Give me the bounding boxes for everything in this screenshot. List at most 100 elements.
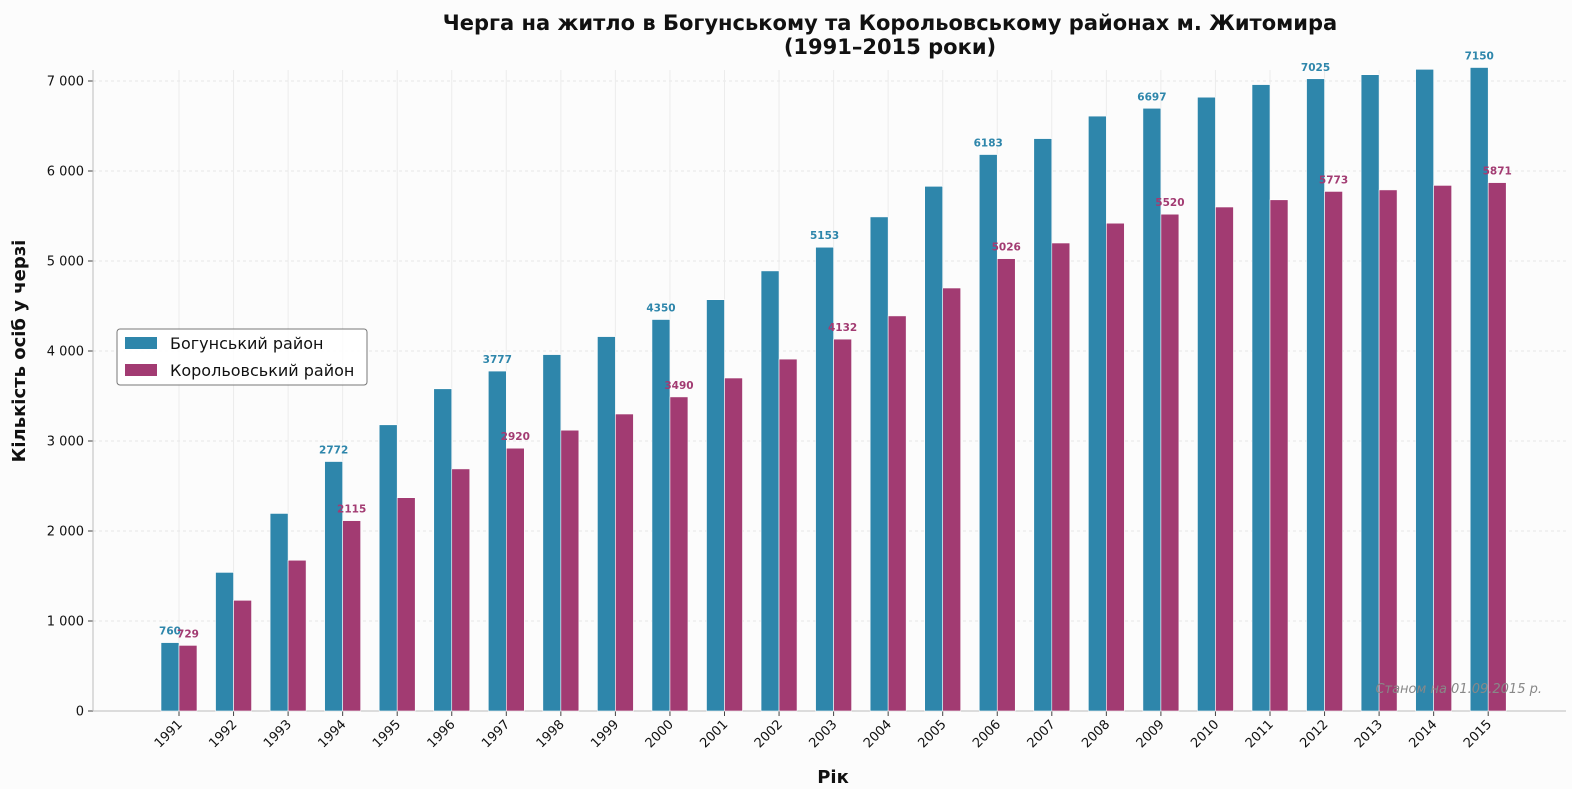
bar-bohunskyi-1993 bbox=[269, 513, 289, 712]
y-tick-label: 2 000 bbox=[47, 525, 84, 540]
bar-korolovskyi-2004 bbox=[887, 315, 907, 712]
value-label-korolovskyi-1997: 2920 bbox=[501, 431, 530, 443]
bar-bohunskyi-2010 bbox=[1197, 96, 1216, 712]
bar-bohunskyi-1996 bbox=[433, 388, 453, 712]
x-tick-label: 2009 bbox=[1134, 717, 1168, 751]
x-tick-label: 2006 bbox=[970, 717, 1004, 751]
bar-bohunskyi-2004 bbox=[869, 216, 889, 712]
value-label-korolovskyi-2009: 5520 bbox=[1155, 197, 1184, 209]
x-tick-label: 1999 bbox=[588, 717, 622, 751]
bar-bohunskyi-2007 bbox=[1033, 138, 1053, 712]
bar-bohunskyi-2001 bbox=[706, 299, 725, 712]
bar-korolovskyi-2002 bbox=[778, 358, 798, 712]
x-tick-label: 1994 bbox=[315, 717, 349, 751]
x-tick-label: 2013 bbox=[1352, 717, 1386, 751]
x-tick-label: 1995 bbox=[370, 717, 404, 751]
x-tick-label: 1991 bbox=[152, 717, 186, 751]
y-tick-label: 3 000 bbox=[47, 435, 84, 450]
legend-swatch-bohunskyi bbox=[125, 337, 157, 349]
value-label-korolovskyi-2006: 5026 bbox=[992, 242, 1021, 254]
bar-bohunskyi-2015 bbox=[1469, 67, 1489, 712]
legend-swatch-korolovskyi bbox=[125, 364, 157, 376]
value-label-korolovskyi-2012: 5773 bbox=[1319, 174, 1348, 186]
bar-korolovskyi-2013 bbox=[1378, 189, 1398, 712]
x-tick-label: 2011 bbox=[1243, 717, 1277, 751]
bar-korolovskyi-1994 bbox=[342, 520, 361, 712]
value-label-korolovskyi-2015: 5871 bbox=[1483, 166, 1512, 178]
value-label-bohunskyi-2003: 5153 bbox=[810, 230, 839, 242]
x-tick-label: 2001 bbox=[697, 717, 731, 751]
y-tick-labels: 0 1 000 2 000 3 000 4 000 5 000 6 000 7 000 bbox=[47, 75, 84, 720]
value-label-bohunskyi-1991: 760 bbox=[159, 626, 181, 638]
bar-korolovskyi-1993 bbox=[287, 559, 307, 712]
bar-korolovskyi-2006 bbox=[996, 258, 1016, 712]
bar-korolovskyi-2008 bbox=[1106, 222, 1125, 712]
x-tick-label: 1996 bbox=[425, 717, 459, 751]
bar-korolovskyi-2011 bbox=[1269, 199, 1289, 712]
legend-frame bbox=[116, 328, 368, 386]
bar-bohunskyi-2005 bbox=[924, 186, 944, 712]
x-tick-label: 2010 bbox=[1188, 717, 1222, 751]
x-tick-label: 2014 bbox=[1406, 717, 1440, 751]
bar-bohunskyi-2002 bbox=[760, 270, 780, 712]
bar-korolovskyi-2010 bbox=[1215, 206, 1234, 712]
bar-bohunskyi-2003 bbox=[815, 246, 834, 712]
x-tick-label: 1993 bbox=[261, 717, 295, 751]
x-tick-label: 2005 bbox=[916, 717, 950, 751]
x-tick-label: 1992 bbox=[206, 717, 240, 751]
bar-korolovskyi-2005 bbox=[942, 287, 962, 712]
bar-bohunskyi-1992 bbox=[215, 572, 234, 712]
y-axis-label: Кількість осіб у черзі bbox=[9, 240, 30, 463]
bar-bohunskyi-1991 bbox=[160, 642, 180, 712]
value-label-bohunskyi-2012: 7025 bbox=[1301, 62, 1330, 74]
bar-bohunskyi-2000 bbox=[651, 319, 671, 712]
bar-bohunskyi-2011 bbox=[1251, 84, 1271, 712]
x-tick-label: 1997 bbox=[479, 717, 513, 751]
value-label-korolovskyi-2000: 3490 bbox=[664, 380, 693, 392]
value-label-bohunskyi-2000: 4350 bbox=[646, 303, 675, 315]
bar-bohunskyi-2013 bbox=[1360, 74, 1380, 712]
value-label-bohunskyi-2009: 6697 bbox=[1137, 91, 1166, 103]
y-tick-label: 7 000 bbox=[47, 75, 84, 90]
bar-bohunskyi-2014 bbox=[1415, 69, 1434, 712]
legend: Богунський район Корольовський район bbox=[116, 328, 368, 386]
bar-korolovskyi-2003 bbox=[833, 338, 852, 712]
bar-korolovskyi-2015 bbox=[1487, 182, 1507, 712]
bar-korolovskyi-1998 bbox=[560, 429, 580, 712]
value-label-korolovskyi-1991: 729 bbox=[177, 628, 199, 640]
y-tick-label: 0 bbox=[76, 705, 84, 720]
bar-korolovskyi-2007 bbox=[1051, 242, 1071, 712]
bar-korolovskyi-1991 bbox=[178, 645, 198, 712]
bar-korolovskyi-1997 bbox=[505, 447, 525, 712]
bar-korolovskyi-2012 bbox=[1324, 191, 1343, 712]
x-tick-label: 2000 bbox=[643, 717, 677, 751]
x-axis-label: Рік bbox=[817, 767, 849, 788]
value-label-korolovskyi-2003: 4132 bbox=[828, 322, 857, 334]
value-label-bohunskyi-2015: 7150 bbox=[1465, 51, 1494, 63]
x-tick-label: 1998 bbox=[534, 717, 568, 751]
x-tick-label: 2007 bbox=[1025, 717, 1059, 751]
y-tick-label: 5 000 bbox=[47, 255, 84, 270]
chart-title-line-1: Черга на житло в Богунському та Корольов… bbox=[443, 11, 1337, 35]
x-tick-label: 2002 bbox=[752, 717, 786, 751]
bar-korolovskyi-2001 bbox=[724, 377, 743, 712]
legend-label-bohunskyi: Богунський район bbox=[170, 334, 323, 353]
chart-title-line-2: (1991–2015 роки) bbox=[784, 35, 996, 59]
value-label-bohunskyi-1994: 2772 bbox=[319, 445, 348, 457]
legend-label-korolovskyi: Корольовський район bbox=[170, 361, 354, 380]
bar-korolovskyi-2000 bbox=[669, 396, 689, 712]
bar-bohunskyi-1994 bbox=[324, 461, 343, 712]
value-label-bohunskyi-2006: 6183 bbox=[974, 138, 1003, 150]
bar-korolovskyi-1996 bbox=[451, 468, 471, 712]
bar-bohunskyi-1997 bbox=[487, 370, 507, 712]
bar-bohunskyi-2006 bbox=[978, 154, 998, 712]
y-tick-label: 6 000 bbox=[47, 165, 84, 180]
value-label-korolovskyi-1994: 2115 bbox=[337, 504, 366, 516]
bar-bohunskyi-1995 bbox=[378, 424, 398, 712]
bar-bohunskyi-1998 bbox=[542, 354, 562, 712]
x-tick-label: 2003 bbox=[806, 717, 840, 751]
date-note: Станом на 01.09.2015 р. bbox=[1375, 682, 1542, 697]
x-tick-label: 2015 bbox=[1461, 717, 1495, 751]
value-label-bohunskyi-1997: 3777 bbox=[483, 354, 512, 366]
